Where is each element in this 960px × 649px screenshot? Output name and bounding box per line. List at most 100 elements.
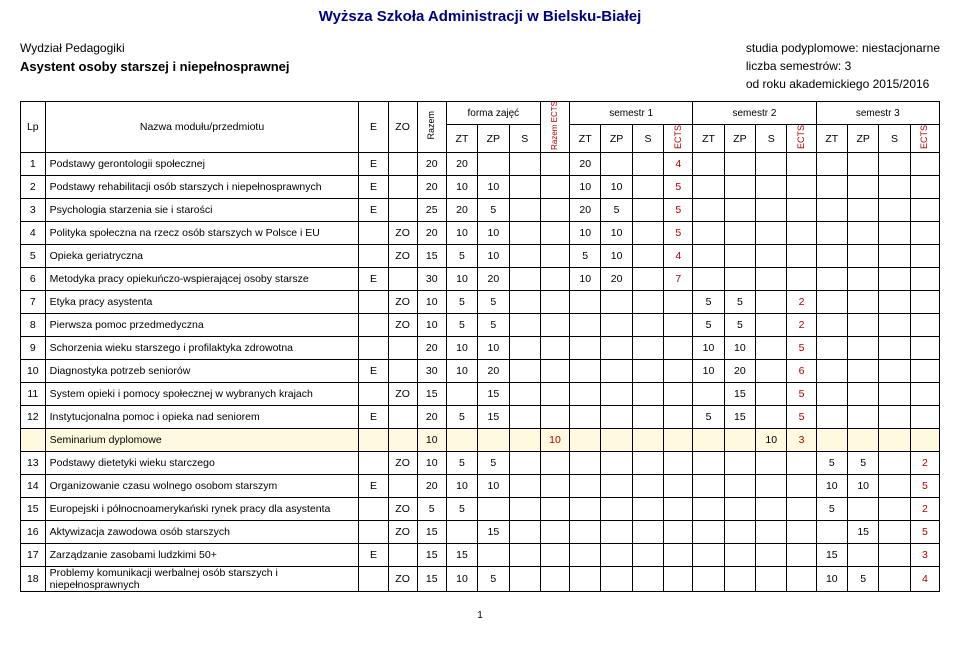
page-number: 1 (20, 610, 940, 621)
cell (693, 429, 724, 452)
cell (910, 314, 939, 337)
cell: 15 (446, 544, 477, 567)
cell: 18 (21, 567, 46, 592)
program-name: Asystent osoby starszej i niepełnosprawn… (20, 57, 289, 77)
cell (664, 498, 693, 521)
cell (787, 567, 816, 592)
cell: 5 (446, 314, 477, 337)
cell (847, 498, 878, 521)
page: Wyższa Szkoła Administracji w Bielsku-Bi… (0, 0, 960, 641)
cell (910, 222, 939, 245)
cell: 5 (446, 245, 477, 268)
cell: 5 (446, 291, 477, 314)
cell (787, 199, 816, 222)
cell: 16 (21, 521, 46, 544)
cell: 3 (787, 429, 816, 452)
cell (446, 521, 477, 544)
cell (787, 153, 816, 176)
curriculum-table: Lp Nazwa modułu/przedmiotu E ZO Razem fo… (20, 101, 940, 592)
cell: 4 (664, 153, 693, 176)
cell: 10 (446, 222, 477, 245)
cell: 10 (446, 337, 477, 360)
cell: 8 (21, 314, 46, 337)
s1-zp: ZP (601, 125, 632, 153)
cell (359, 521, 388, 544)
cell: 15 (478, 383, 509, 406)
cell: Zarządzanie zasobami ludzkimi 50+ (45, 544, 359, 567)
cell (910, 268, 939, 291)
cell (664, 567, 693, 592)
col-razem-ects: Razem ECTS (540, 102, 569, 153)
cell: 5 (478, 314, 509, 337)
cell (601, 383, 632, 406)
cell (601, 406, 632, 429)
cell: 5 (910, 475, 939, 498)
cell (816, 406, 847, 429)
cell (632, 153, 663, 176)
table-row: 4Polityka społeczna na rzecz osób starsz… (21, 222, 940, 245)
cell (540, 314, 569, 337)
cell (910, 406, 939, 429)
cell (601, 153, 632, 176)
table-row: 1Podstawy gerontologii społecznejE202020… (21, 153, 940, 176)
cell (570, 498, 601, 521)
cell: 10 (570, 268, 601, 291)
cell (847, 429, 878, 452)
cell (816, 383, 847, 406)
cell (724, 176, 755, 199)
table-head: Lp Nazwa modułu/przedmiotu E ZO Razem fo… (21, 102, 940, 153)
table-row: 3Psychologia starzenia sie i starościE25… (21, 199, 940, 222)
cell: 15 (417, 521, 446, 544)
cell: 17 (21, 544, 46, 567)
table-row: 15Europejski i północnoamerykański rynek… (21, 498, 940, 521)
s1-ects: ECTS (664, 125, 693, 153)
table-row: 18Problemy komunikacji werbalnej osób st… (21, 567, 940, 592)
cell: 5 (478, 452, 509, 475)
cell (632, 337, 663, 360)
cell (756, 567, 787, 592)
department: Wydział Pedagogiki (20, 39, 289, 57)
cell: Metodyka pracy opiekuńczo-wspierającej o… (45, 268, 359, 291)
cell (816, 268, 847, 291)
cell (632, 199, 663, 222)
cell (540, 452, 569, 475)
cell (816, 222, 847, 245)
cell: 10 (816, 475, 847, 498)
cell: 5 (417, 498, 446, 521)
cell: Problemy komunikacji werbalnej osób star… (45, 567, 359, 592)
cell: 30 (417, 268, 446, 291)
cell: ZO (388, 498, 417, 521)
s1-s: S (632, 125, 663, 153)
cell (664, 291, 693, 314)
cell (724, 222, 755, 245)
cell (388, 199, 417, 222)
col-zt: ZT (446, 125, 477, 153)
cell (724, 245, 755, 268)
cell (879, 452, 910, 475)
cell (540, 199, 569, 222)
cell (724, 452, 755, 475)
cell: 4 (21, 222, 46, 245)
cell: 4 (664, 245, 693, 268)
cell (693, 153, 724, 176)
cell: 20 (478, 360, 509, 383)
cell (570, 544, 601, 567)
cell (787, 268, 816, 291)
cell (509, 291, 540, 314)
cell (601, 521, 632, 544)
cell (693, 199, 724, 222)
head-row-1: Lp Nazwa modułu/przedmiotu E ZO Razem fo… (21, 102, 940, 125)
cell: 20 (446, 199, 477, 222)
cell (632, 406, 663, 429)
cell: 5 (816, 452, 847, 475)
cell (756, 360, 787, 383)
cell (359, 498, 388, 521)
cell: 5 (478, 199, 509, 222)
cell (724, 544, 755, 567)
table-row: 11System opieki i pomocy społecznej w wy… (21, 383, 940, 406)
cell (816, 521, 847, 544)
cell (756, 222, 787, 245)
cell (910, 383, 939, 406)
cell (664, 544, 693, 567)
cell: 10 (570, 176, 601, 199)
